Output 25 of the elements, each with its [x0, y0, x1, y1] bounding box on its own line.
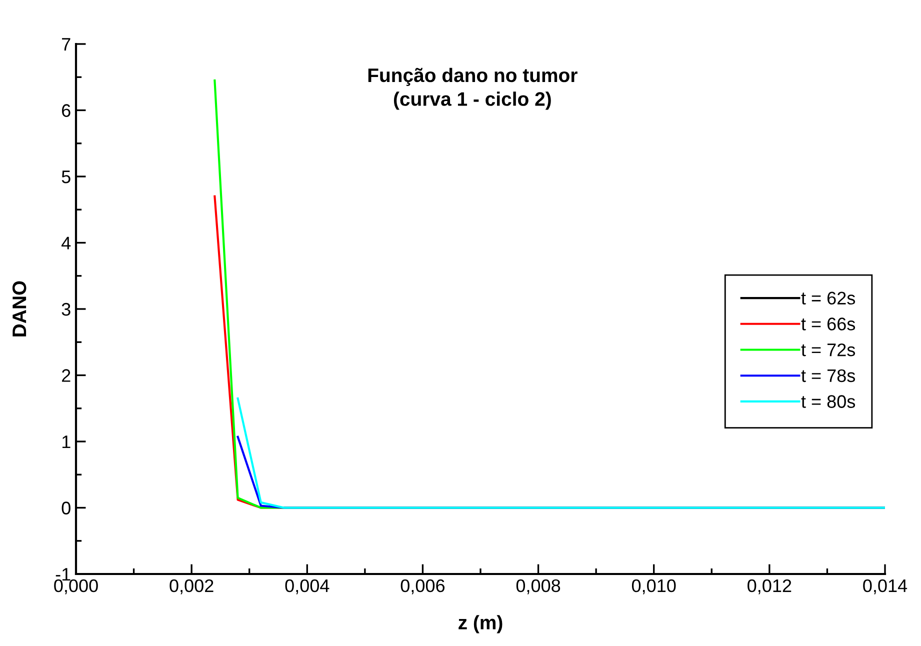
- y-tick-label: 3: [62, 302, 70, 316]
- legend-label: t = 72s: [801, 343, 856, 356]
- y-tick-label: 7: [62, 38, 70, 51]
- y-tick-label: 2: [62, 369, 70, 382]
- x-tick-label: 0,012: [748, 579, 792, 594]
- y-tick-label: 5: [62, 170, 70, 184]
- x-axis-title: z (m): [458, 615, 502, 634]
- legend-label: t = 66s: [801, 318, 856, 330]
- x-tick-label: 0,014: [863, 579, 908, 594]
- y-tick-label: 6: [62, 104, 70, 117]
- legend-label: t = 80s: [801, 395, 856, 408]
- x-tick-label: 0,006: [400, 579, 445, 594]
- x-tick-label: 0,008: [516, 579, 560, 594]
- y-axis-title: DANO: [12, 281, 26, 336]
- legend-label: t = 62s: [801, 292, 856, 305]
- text: Função dano no tumor (curva 1 - ciclo 2): [368, 68, 578, 110]
- x-tick-label: 0,004: [285, 579, 330, 594]
- y-tick-label: 0: [62, 502, 70, 514]
- y-tick-label: 1: [62, 436, 70, 448]
- y-tick-label: 4: [62, 236, 71, 250]
- x-tick-label: 0,000: [54, 579, 98, 594]
- x-tick-label: 0,002: [170, 579, 214, 594]
- legend-label: t = 78s: [801, 369, 856, 382]
- x-tick-label: 0,010: [632, 579, 676, 594]
- y-tick-label: -1: [56, 568, 70, 581]
